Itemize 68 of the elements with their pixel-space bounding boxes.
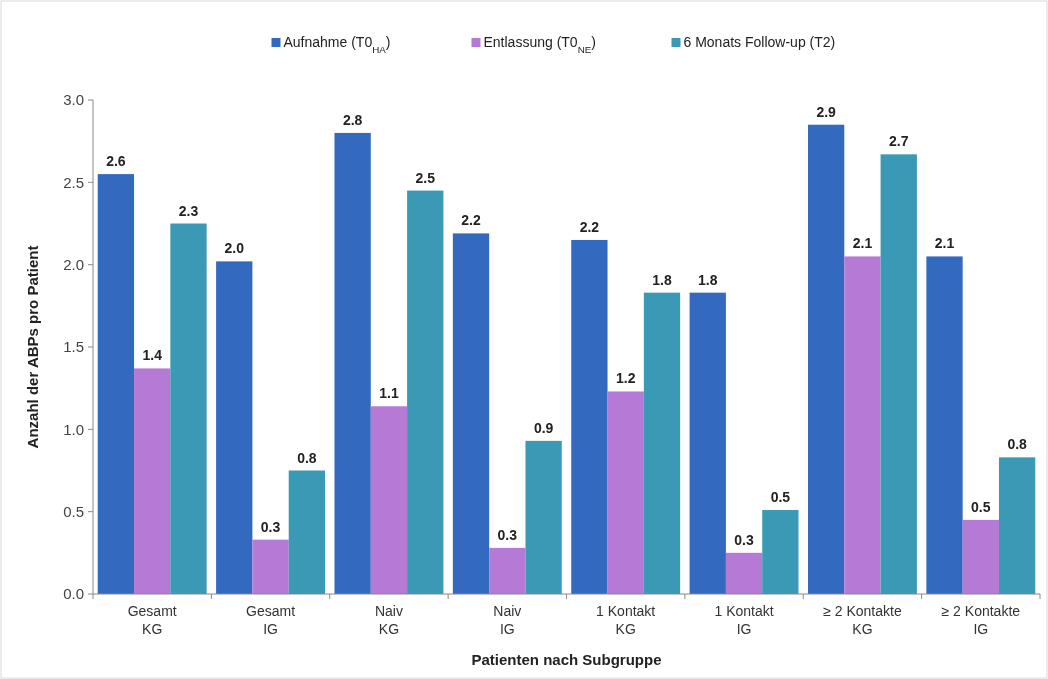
text: 1.5 [63,338,84,356]
data-label: 0.8 [1007,436,1028,453]
bar [334,132,371,594]
x-tick-label: 1 Kontakt KG [596,603,656,637]
bar [97,174,135,594]
data-label: 2.2 [461,212,481,229]
bar [725,552,763,594]
bar [844,256,881,594]
data-label: 0.3 [260,518,281,535]
text: 0.0 [63,585,84,603]
data-label: 0.8 [297,449,317,466]
bar [288,470,326,594]
bar [407,190,444,594]
x-tick-label: Gesamt IG [246,603,296,637]
x-tick-label: Naiv KG [374,603,403,637]
data-label: 1.2 [615,370,636,387]
x-axis-title: Patienten nach Subgruppe [471,651,662,668]
y-axis-title: Anzahl der ABPs pro Patient [24,245,41,449]
legend-label: Aufnahme (T0$_{HA}$) [283,34,391,55]
data-label: 2.8 [342,111,363,128]
data-label: 2.7 [889,133,909,150]
data-label: 2.2 [579,218,600,235]
text: 1.0 [63,420,84,438]
text: 2.0 [63,255,84,273]
text: 3.0 [63,91,84,109]
data-label: 1.1 [379,385,399,402]
bar [689,292,726,594]
bar [525,440,562,594]
data-label: 0.5 [770,489,791,506]
bar [607,391,644,594]
bar [252,539,289,594]
bar [489,547,526,594]
x-tick-label: ≥ 2 Kontakte IG [941,603,1021,637]
bar [998,457,1036,594]
data-label: 2.9 [816,103,837,120]
data-label: 2.5 [415,169,436,186]
text: 2.5 [63,173,84,191]
x-tick-label: Gesamt KG [127,603,177,637]
data-label: 0.3 [734,531,754,548]
bar [216,261,253,594]
x-tick-label: Naiv IG [493,603,522,637]
bar [962,519,999,594]
x-tick-label: ≥ 2 Kontakte KG [823,603,902,637]
legend-label: 6 Monats Follow-up (T2) [683,34,836,50]
data-label: 2.1 [934,235,955,252]
data-label: 2.0 [224,240,245,257]
data-label: 2.3 [178,202,199,219]
data-label: 0.9 [533,419,554,436]
bar [452,233,490,594]
data-label: 2.6 [106,153,126,170]
bar [880,154,917,594]
x-tick-label: 1 Kontakt IG [714,603,774,637]
bar [807,124,845,594]
data-label: 1.8 [698,271,718,288]
data-label: 1.4 [142,347,163,364]
bar [926,256,963,594]
data-label: 2.1 [852,235,873,252]
bar [170,223,207,594]
bar [643,292,681,594]
bar [370,406,408,594]
legend-label: Entlassung (T0$_{NE}$) [483,34,596,55]
bar [134,368,171,594]
text: 0.5 [63,502,84,520]
data-label: 1.8 [652,271,672,288]
bar [571,239,608,594]
bar [762,510,799,594]
data-label: 0.5 [971,498,991,515]
data-label: 0.3 [497,526,518,543]
